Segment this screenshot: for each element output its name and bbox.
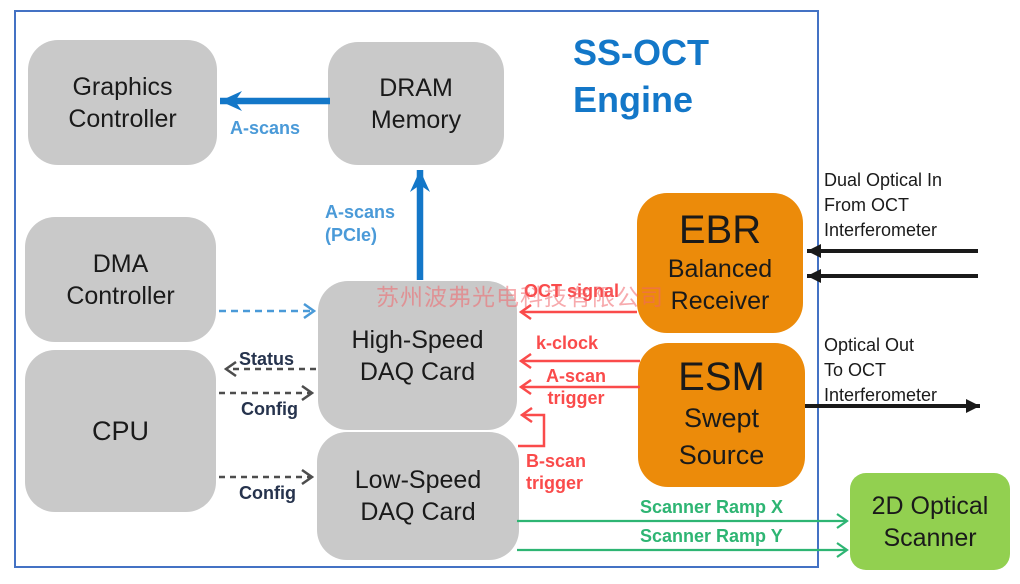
annotation-optical-out: Optical Out To OCT Interferometer — [824, 335, 938, 405]
node-2d-optical-scanner: 2D Optical Scanner — [850, 473, 1010, 570]
node-graphics-controller: Graphics Controller — [28, 40, 217, 165]
label-scanner-ramp-x: Scanner Ramp X — [640, 497, 784, 517]
label-scanner-ramp-y: Scanner Ramp Y — [640, 526, 783, 546]
ebr-subtitle: Balanced Receiver — [667, 254, 773, 316]
label-k-clock: k-clock — [536, 333, 599, 353]
label-a-scans-pcie: A-scans (PCIe) — [325, 202, 396, 245]
label-oct-signal: OCT signal — [524, 281, 620, 301]
node-low-speed-daq-card: Low-Speed DAQ Card — [317, 432, 519, 560]
label-b-scan-trigger: B-scan trigger — [526, 451, 587, 493]
ebr-title: EBR — [678, 208, 762, 253]
label-a-scan-trigger: A-scan trigger — [545, 366, 607, 408]
diagram-title: SS-OCT Engine — [573, 32, 710, 120]
node-ebr-balanced-receiver: EBR Balanced Receiver — [637, 193, 803, 333]
node-cpu: CPU — [25, 350, 216, 512]
node-esm-swept-source: ESM Swept Source — [638, 343, 805, 487]
engine-boundary-box — [14, 10, 819, 568]
node-dram-memory: DRAM Memory — [328, 42, 504, 165]
label-config-low: Config — [239, 483, 296, 503]
node-dma-controller: DMA Controller — [25, 217, 216, 342]
esm-subtitle: Swept Source — [678, 402, 765, 471]
label-status: Status — [239, 349, 295, 369]
annotation-dual-optical-in: Dual Optical In From OCT Interferometer — [824, 170, 943, 240]
arrow-b-scan-trigger — [518, 415, 546, 448]
watermark-text: 苏州波弗光电科技有限公司 — [376, 284, 664, 310]
esm-title: ESM — [678, 354, 765, 399]
label-config-high: Config — [241, 399, 298, 419]
label-a-scans: A-scans — [230, 118, 301, 138]
node-high-speed-daq-card: High-Speed DAQ Card — [318, 281, 517, 430]
